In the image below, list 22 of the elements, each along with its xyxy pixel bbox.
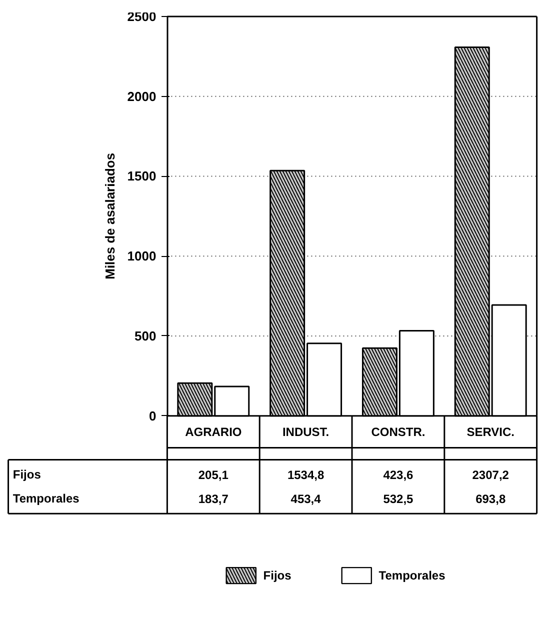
x-tick-label: SERVIC. — [466, 424, 515, 439]
data-label: 453,4 — [290, 492, 322, 506]
data-label: 2307,2 — [472, 468, 510, 482]
y-tick-label: 2000 — [127, 88, 156, 104]
data-label: 693,8 — [476, 492, 506, 506]
x-tick-label: AGRARIO — [185, 424, 242, 439]
data-label: 183,7 — [198, 492, 229, 506]
x-tick-label: CONSTR. — [371, 424, 426, 439]
text: Temporales — [12, 492, 80, 506]
data-label: 205,1 — [198, 468, 229, 482]
y-tick-label: 0 — [148, 408, 156, 424]
y-tick-label: 500 — [134, 328, 156, 344]
text: Fijos — [12, 468, 41, 482]
y-tick-label: 1000 — [127, 248, 156, 264]
y-tick-label: 1500 — [127, 168, 156, 184]
data-label: 423,6 — [383, 468, 414, 482]
legend-label: Temporales — [378, 568, 446, 583]
legend-label: Fijos — [263, 568, 292, 583]
y-axis-title: Miles de asalariados — [102, 152, 118, 280]
x-tick-label: INDUST. — [282, 424, 330, 439]
data-label: 1534,8 — [287, 468, 324, 482]
data-label: 532,5 — [383, 492, 414, 506]
